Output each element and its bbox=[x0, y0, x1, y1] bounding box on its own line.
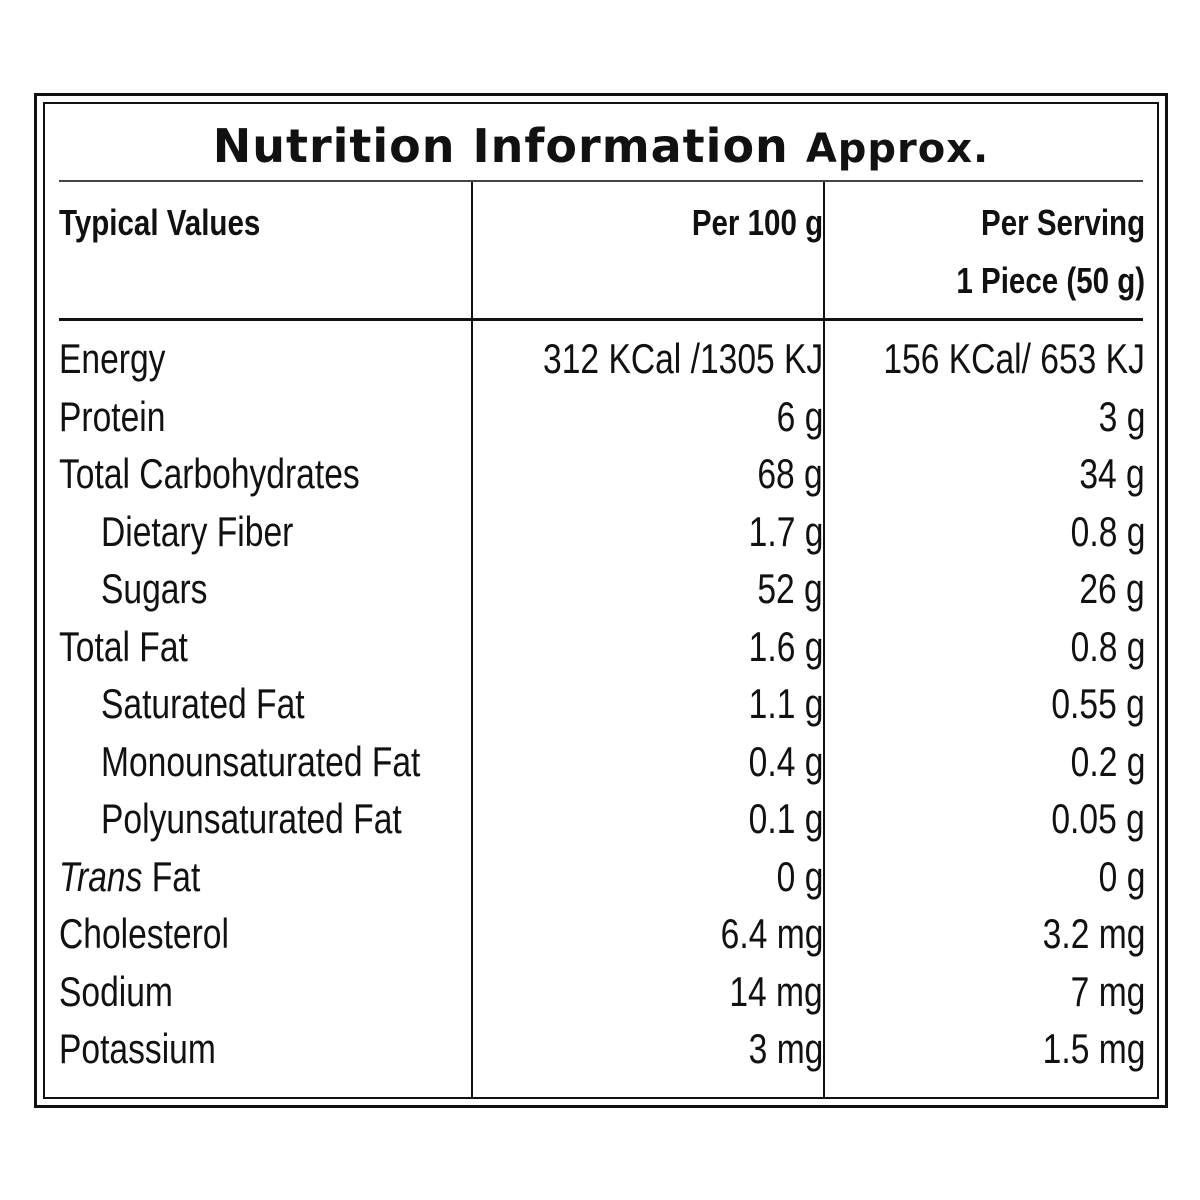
value-per-100g: 0 g bbox=[776, 852, 823, 900]
nutrient-name: Trans Fat bbox=[59, 848, 200, 905]
value-per-100g: 6.4 mg bbox=[720, 910, 823, 957]
table-title: Nutrition Information Approx. bbox=[45, 116, 1157, 179]
header-typical-values: Typical Values bbox=[59, 202, 261, 243]
header-per-serving-line2: 1 Piece (50 g) bbox=[956, 260, 1145, 301]
value-per-serving: 7 mg bbox=[1070, 967, 1145, 1015]
value-per-100g: 3 mg bbox=[748, 1025, 823, 1072]
value-per-serving: 3.2 mg bbox=[1042, 910, 1145, 957]
value-per-100g: 1.1 g bbox=[748, 680, 823, 727]
nutrition-panel: Nutrition Information Approx. Typical Va… bbox=[34, 93, 1168, 1108]
table-row: Total Carbohydrates 68 g 34 g bbox=[45, 445, 1157, 503]
value-per-100g: 14 mg bbox=[729, 967, 823, 1015]
table-row: Monounsaturated Fat 0.4 g 0.2 g bbox=[45, 733, 1157, 791]
value-per-100g: 0.1 g bbox=[748, 795, 823, 842]
value-per-100g: 6 g bbox=[776, 392, 823, 440]
table-row: Sodium 14 mg 7 mg bbox=[45, 963, 1157, 1021]
title-suffix: Approx. bbox=[805, 126, 990, 172]
value-per-serving: 0.8 g bbox=[1070, 622, 1145, 670]
nutrient-name: Energy bbox=[59, 335, 166, 382]
table-row: Polyunsaturated Fat 0.1 g 0.05 g bbox=[45, 790, 1157, 848]
nutrient-name: Total Fat bbox=[59, 622, 188, 670]
table-row: Energy 312 KCal /1305 KJ 156 KCal/ 653 KJ bbox=[45, 330, 1157, 388]
nutrition-table: Nutrition Information Approx. Typical Va… bbox=[43, 102, 1159, 1099]
column-divider-1 bbox=[471, 182, 473, 1097]
column-divider-2 bbox=[823, 182, 825, 1097]
value-per-100g: 312 KCal /1305 KJ bbox=[542, 335, 823, 382]
value-per-serving: 26 g bbox=[1079, 565, 1145, 612]
table-row: Trans Fat 0 g 0 g bbox=[45, 848, 1157, 906]
table-body: Energy 312 KCal /1305 KJ 156 KCal/ 653 KJ P… bbox=[45, 330, 1157, 1078]
nutrient-name: Sugars bbox=[101, 565, 208, 612]
value-per-serving: 34 g bbox=[1079, 450, 1145, 497]
nutrient-name-italic: Trans bbox=[59, 852, 143, 900]
value-per-serving: 156 KCal/ 653 KJ bbox=[883, 335, 1146, 382]
value-per-100g: 0.4 g bbox=[748, 737, 823, 785]
value-per-serving: 0 g bbox=[1098, 852, 1145, 900]
value-per-serving: 3 g bbox=[1098, 392, 1145, 440]
nutrient-name-rest: Fat bbox=[142, 852, 201, 900]
nutrient-name: Monounsaturated Fat bbox=[101, 737, 421, 785]
nutrient-name: Total Carbohydrates bbox=[59, 450, 360, 497]
value-per-serving: 1.5 mg bbox=[1042, 1025, 1145, 1072]
value-per-100g: 68 g bbox=[757, 450, 823, 497]
table-row: Dietary Fiber 1.7 g 0.8 g bbox=[45, 503, 1157, 561]
table-row: Sugars 52 g 26 g bbox=[45, 560, 1157, 618]
table-row: Total Fat 1.6 g 0.8 g bbox=[45, 618, 1157, 676]
header-per-serving-line1: Per Serving bbox=[980, 202, 1145, 243]
nutrient-name: Cholesterol bbox=[59, 910, 229, 957]
header-per-100g: Per 100 g bbox=[691, 202, 823, 243]
nutrient-name: Sodium bbox=[59, 967, 173, 1015]
nutrient-name: Saturated Fat bbox=[101, 680, 305, 727]
table-row: Saturated Fat 1.1 g 0.55 g bbox=[45, 675, 1157, 733]
value-per-100g: 52 g bbox=[757, 565, 823, 612]
header-per-serving: Per Serving 1 Piece (50 g) bbox=[956, 194, 1145, 310]
nutrient-name: Protein bbox=[59, 392, 166, 440]
table-row: Protein 6 g 3 g bbox=[45, 388, 1157, 446]
table-row: Cholesterol 6.4 mg 3.2 mg bbox=[45, 905, 1157, 963]
value-per-100g: 1.7 g bbox=[748, 507, 823, 555]
nutrient-name: Potassium bbox=[59, 1025, 216, 1072]
value-per-100g: 1.6 g bbox=[748, 622, 823, 670]
value-per-serving: 0.05 g bbox=[1051, 795, 1145, 842]
nutrient-name: Polyunsaturated Fat bbox=[101, 795, 402, 842]
value-per-serving: 0.8 g bbox=[1070, 507, 1145, 555]
title-main: Nutrition Information bbox=[212, 119, 789, 173]
value-per-serving: 0.55 g bbox=[1051, 680, 1145, 727]
table-row: Potassium 3 mg 1.5 mg bbox=[45, 1020, 1157, 1078]
nutrient-name: Dietary Fiber bbox=[101, 507, 294, 555]
value-per-serving: 0.2 g bbox=[1070, 737, 1145, 785]
header-divider bbox=[59, 318, 1143, 321]
title-divider bbox=[59, 180, 1143, 182]
